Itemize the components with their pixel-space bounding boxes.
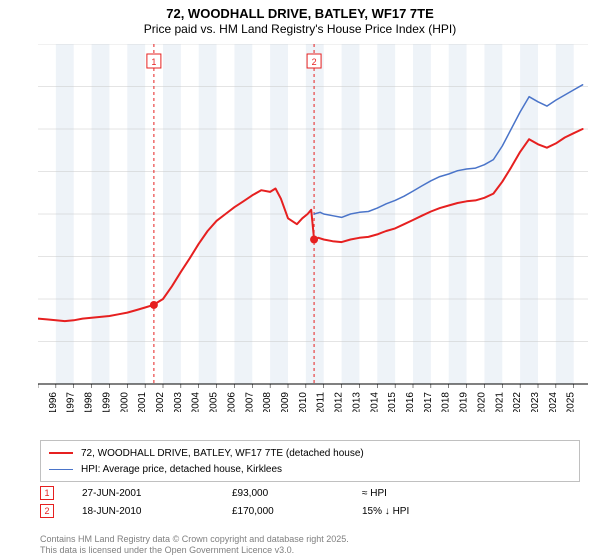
svg-text:1995: 1995 (38, 392, 41, 412)
marker-price: £93,000 (232, 488, 362, 499)
title-sub: Price paid vs. HM Land Registry's House … (0, 22, 600, 36)
svg-text:2015: 2015 (387, 392, 398, 412)
svg-text:2010: 2010 (298, 392, 309, 412)
svg-text:2024: 2024 (548, 392, 559, 412)
title-block: 72, WOODHALL DRIVE, BATLEY, WF17 7TE Pri… (0, 0, 600, 36)
marker-price: £170,000 (232, 506, 362, 517)
svg-text:2006: 2006 (226, 392, 237, 412)
svg-text:2021: 2021 (494, 392, 505, 412)
svg-text:1996: 1996 (48, 392, 59, 412)
marker-row: 1 27-JUN-2001 £93,000 ≈ HPI (40, 484, 580, 502)
svg-text:2002: 2002 (155, 392, 166, 412)
legend-label: HPI: Average price, detached house, Kirk… (81, 464, 282, 475)
marker-delta: 15% ↓ HPI (362, 506, 409, 517)
svg-text:2017: 2017 (423, 392, 434, 412)
legend-swatch-2 (49, 469, 73, 470)
svg-text:2013: 2013 (351, 392, 362, 412)
chart-area: £0£50K£100K£150K£200K£250K£300K£350K£400… (38, 44, 588, 412)
marker-row: 2 18-JUN-2010 £170,000 15% ↓ HPI (40, 502, 580, 520)
svg-text:2014: 2014 (369, 392, 380, 412)
svg-text:2018: 2018 (441, 392, 452, 412)
svg-text:2000: 2000 (119, 392, 130, 412)
chart-svg: £0£50K£100K£150K£200K£250K£300K£350K£400… (38, 44, 588, 412)
footer: Contains HM Land Registry data © Crown c… (40, 534, 349, 556)
svg-text:2001: 2001 (137, 392, 148, 412)
marker-date: 27-JUN-2001 (82, 488, 232, 499)
legend-row: HPI: Average price, detached house, Kirk… (49, 461, 571, 477)
svg-text:2007: 2007 (244, 392, 255, 412)
svg-text:1: 1 (151, 57, 156, 67)
svg-text:1998: 1998 (84, 392, 95, 412)
footer-line2: This data is licensed under the Open Gov… (40, 545, 349, 556)
svg-text:1999: 1999 (101, 392, 112, 412)
svg-text:2020: 2020 (476, 392, 487, 412)
legend-box: 72, WOODHALL DRIVE, BATLEY, WF17 7TE (de… (40, 440, 580, 482)
svg-text:2025: 2025 (566, 392, 577, 412)
title-main: 72, WOODHALL DRIVE, BATLEY, WF17 7TE (0, 6, 600, 21)
svg-text:2009: 2009 (280, 392, 291, 412)
svg-text:2019: 2019 (459, 392, 470, 412)
svg-text:2003: 2003 (173, 392, 184, 412)
marker-num-box: 1 (40, 486, 54, 500)
svg-text:2004: 2004 (191, 392, 202, 412)
chart-container: 72, WOODHALL DRIVE, BATLEY, WF17 7TE Pri… (0, 0, 600, 560)
legend-swatch-1 (49, 452, 73, 454)
legend-row: 72, WOODHALL DRIVE, BATLEY, WF17 7TE (de… (49, 445, 571, 461)
marker-num-box: 2 (40, 504, 54, 518)
legend-label: 72, WOODHALL DRIVE, BATLEY, WF17 7TE (de… (81, 448, 364, 459)
svg-text:2011: 2011 (316, 392, 327, 412)
svg-text:2008: 2008 (262, 392, 273, 412)
svg-text:2012: 2012 (334, 392, 345, 412)
footer-line1: Contains HM Land Registry data © Crown c… (40, 534, 349, 545)
svg-text:2: 2 (312, 57, 317, 67)
markers-table: 1 27-JUN-2001 £93,000 ≈ HPI 2 18-JUN-201… (40, 484, 580, 520)
marker-date: 18-JUN-2010 (82, 506, 232, 517)
svg-text:1997: 1997 (66, 392, 77, 412)
svg-text:2022: 2022 (512, 392, 523, 412)
svg-text:2005: 2005 (209, 392, 220, 412)
svg-text:2023: 2023 (530, 392, 541, 412)
svg-text:2016: 2016 (405, 392, 416, 412)
marker-delta: ≈ HPI (362, 488, 387, 499)
